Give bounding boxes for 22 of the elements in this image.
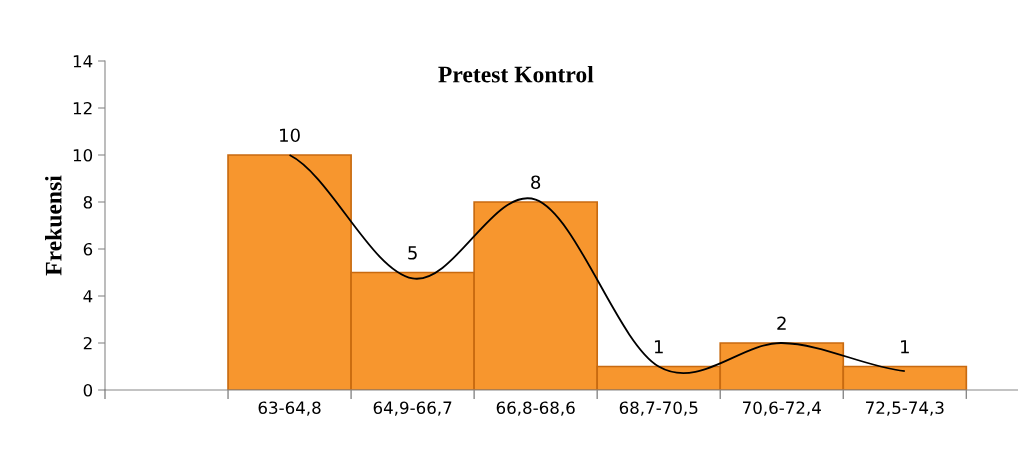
chart-title: Pretest Kontrol: [438, 65, 594, 83]
data-label: 10: [280, 128, 300, 143]
x-tick-label: 64,9-66,7: [373, 401, 452, 416]
x-tick-label: 68,7-70,5: [619, 401, 698, 416]
y-tick-label: 6: [83, 242, 93, 256]
x-tick-label: 70,6-72,4: [743, 401, 821, 416]
y-tick-label: 0: [83, 383, 93, 397]
data-label: 8: [531, 175, 541, 190]
y-axis-title: Frekuensi: [45, 175, 62, 276]
y-tick-label: 2: [83, 336, 92, 350]
x-tick-label: 72,5-74,3: [866, 401, 944, 416]
data-label: 5: [408, 246, 417, 260]
x-tick-label: 66,8-68,6: [496, 401, 575, 416]
data-label: 1: [654, 340, 663, 354]
y-tick-label: 10: [73, 148, 93, 162]
y-tick-label: 4: [83, 290, 93, 303]
data-label: 1: [901, 340, 909, 354]
data-label: 2: [777, 316, 786, 330]
y-tick-label: 14: [73, 55, 93, 68]
x-tick-label: 63-64,8: [258, 401, 321, 416]
y-tick-label: 12: [73, 101, 92, 115]
y-tick-label: 8: [83, 195, 93, 209]
